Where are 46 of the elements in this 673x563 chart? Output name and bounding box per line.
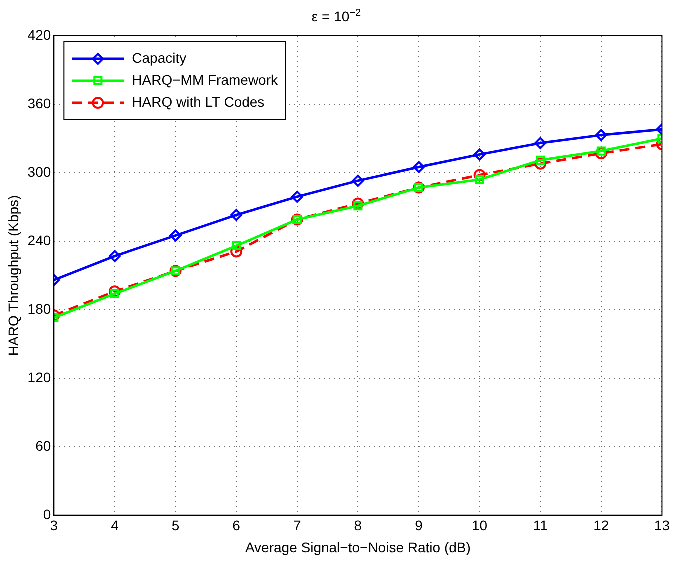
- y-tick-label: 240: [28, 232, 52, 248]
- chart-title: ε = 10$^{−2}$: [310, 8, 362, 25]
- y-tick-label: 120: [28, 369, 52, 386]
- point: [352, 198, 364, 210]
- point: [474, 169, 486, 182]
- y-tick-label: 360: [28, 95, 52, 112]
- point: [232, 241, 242, 251]
- point: [475, 175, 484, 184]
- legend-label: HARQ−MM Framework: [132, 72, 280, 88]
- x-axis-title: Average Signal−to−Noise Ratio (dB): [245, 539, 471, 556]
- point: [596, 146, 606, 156]
- x-tick-label: 5: [172, 518, 180, 534]
- x-tick-label: 3: [50, 518, 58, 534]
- x-tick-label: 4: [111, 518, 120, 534]
- x-tick-label: 7: [293, 518, 302, 534]
- y-tick-label: 180: [28, 300, 52, 317]
- y-tick-label: 420: [28, 26, 52, 43]
- point: [474, 148, 486, 161]
- x-tick-label: 10: [472, 518, 488, 534]
- point: [595, 129, 608, 142]
- x-tick-label: 12: [594, 518, 610, 534]
- point: [412, 161, 425, 174]
- point: [534, 158, 547, 170]
- x-tick-label: 13: [654, 518, 670, 534]
- point: [108, 250, 121, 262]
- point: [595, 148, 608, 160]
- point: [354, 202, 363, 211]
- y-axis-title: HARQ Throughput (Kbps): [5, 195, 22, 356]
- y-tick-label: 60: [36, 438, 52, 454]
- point: [108, 286, 121, 298]
- y-tick-label: 300: [28, 164, 52, 180]
- point: [291, 190, 304, 203]
- point: [230, 209, 243, 222]
- x-tick-label: 11: [533, 518, 548, 534]
- x-tick-label: 8: [354, 518, 362, 534]
- y-tick-label: 0: [43, 506, 52, 522]
- point: [352, 174, 364, 187]
- point: [536, 156, 546, 165]
- x-tick-label: 9: [415, 518, 424, 534]
- legend-label: Capacity: [132, 50, 187, 66]
- legend-label: HARQ with LT Codes: [132, 94, 265, 110]
- x-tick-label: 6: [232, 518, 241, 534]
- point: [110, 289, 120, 298]
- point: [230, 246, 243, 258]
- point: [170, 230, 182, 242]
- point: [534, 137, 547, 150]
